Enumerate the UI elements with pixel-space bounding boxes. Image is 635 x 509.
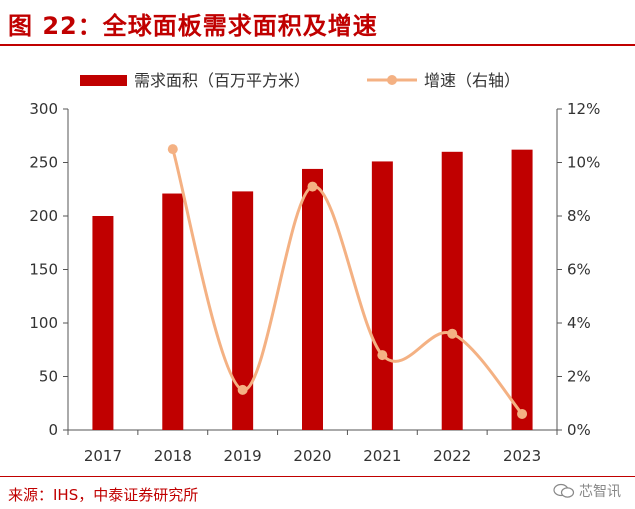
legend: 需求面积（百万平方米） 增速（右轴） (80, 71, 520, 90)
y-left-tick-label: 100 (29, 314, 58, 332)
y-left-tick-label: 300 (29, 100, 58, 118)
growth-point (517, 408, 528, 419)
y-left-tick-label: 150 (29, 261, 58, 279)
x-tick-label: 2017 (84, 447, 122, 465)
y-right-tick-label: 12% (567, 100, 600, 118)
y-right-tick-label: 6% (567, 261, 591, 279)
bar (162, 193, 184, 430)
x-tick-label: 2023 (503, 447, 541, 465)
growth-point (237, 384, 248, 395)
x-tick-label: 2019 (224, 447, 262, 465)
bar (371, 161, 393, 430)
y-left-tick-label: 50 (39, 368, 58, 386)
bar (302, 168, 323, 431)
x-tick-label: 2020 (293, 447, 331, 465)
y-right-tick-label: 10% (567, 154, 600, 172)
wechat-icon (553, 483, 575, 498)
bar (232, 191, 254, 430)
combo-chart: 需求面积（百万平方米） 增速（右轴） 0 0% 50 2% 100 4% 150 6% 200 8%… (29, 71, 600, 465)
y-left-tick-label: 200 (29, 207, 58, 225)
watermark-text: 芯智讯 (579, 484, 621, 500)
growth-point (377, 350, 388, 361)
legend-bar-label: 需求面积（百万平方米） (134, 71, 310, 90)
legend-line-marker (387, 75, 397, 85)
watermark: 芯智讯 (553, 481, 621, 501)
bar (441, 151, 463, 431)
x-tick-label: 2021 (363, 447, 401, 465)
bar (92, 216, 114, 430)
y-right-tick-label: 2% (567, 368, 591, 386)
y-right-tick-label: 8% (567, 207, 591, 225)
growth-point (167, 144, 178, 155)
growth-line-path (171, 148, 524, 415)
bars (92, 149, 533, 431)
title-divider (0, 44, 635, 46)
y-left-tick-label: 250 (29, 154, 58, 172)
source-divider (0, 476, 635, 477)
legend-bar-swatch (80, 75, 127, 86)
y-right-tick-label: 4% (567, 314, 591, 332)
growth-point (447, 328, 458, 339)
y-right-tick-label: 0% (567, 421, 591, 439)
x-tick-label: 2022 (433, 447, 471, 465)
chart-title: 图 22：全球面板需求面积及增速 (8, 12, 378, 40)
x-tick-label: 2018 (154, 447, 192, 465)
growth-point (307, 181, 318, 192)
source-note: 来源：IHS，中泰证券研究所 (8, 486, 199, 504)
axes: 0 0% 50 2% 100 4% 150 6% 200 8% 250 10% 300 12% 2017 20… (29, 100, 600, 465)
growth-line (167, 144, 528, 419)
legend-line-label: 增速（右轴） (424, 71, 520, 90)
bar (511, 149, 533, 430)
y-left-tick-label: 0 (48, 421, 58, 439)
